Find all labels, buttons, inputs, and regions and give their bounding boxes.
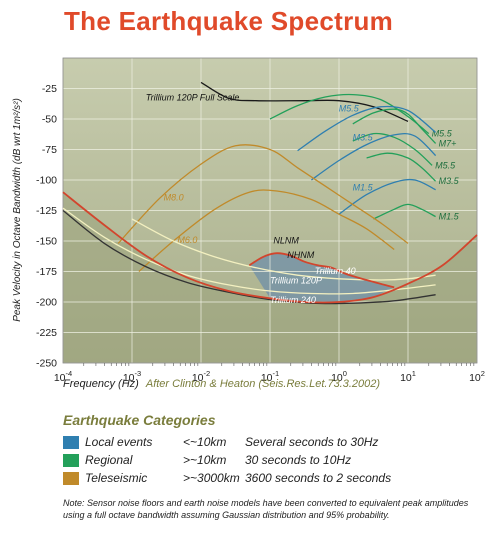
series-line-m5-5-3 [352, 132, 433, 166]
category-distance: >~10km [183, 453, 227, 467]
x-tick-label: 101 [400, 369, 416, 384]
annotation-1: NLNM [273, 235, 299, 245]
y-tick-label: -250 [36, 358, 57, 370]
x-tick-label: 10-4 [54, 369, 72, 384]
y-tick-label: -200 [36, 297, 57, 309]
category-name: Teleseismic [85, 471, 148, 485]
annotation-5: Trillium 240 [270, 295, 316, 305]
x-tick-label: 10-3 [123, 369, 141, 384]
series-label-m6-0-10: M6.0 [177, 235, 197, 245]
y-tick-label: -225 [36, 327, 57, 339]
series-label-m1-5-8: M1.5 [353, 183, 374, 193]
series-line-trillium-40-11 [131, 218, 436, 281]
below-noise-area [63, 192, 477, 363]
category-name: Regional [85, 453, 133, 467]
series-line-m1-5-8 [338, 178, 436, 215]
series-label-m7-2: M7+ [439, 138, 457, 148]
series-line-m3-5-7 [311, 132, 437, 181]
series-label-m5-5-3: M5.5 [435, 160, 456, 170]
series-line-m5-5-6 [297, 105, 437, 152]
series-group: M5.5M7+M5.5M3.5M1.5M5.5M3.5M1.5M8.0M6.0T… [62, 81, 478, 305]
category-duration: Several seconds to 30Hz [245, 435, 379, 449]
frequency-label: Frequency (Hz) After Clinton & Heaton (S… [63, 378, 380, 390]
series-line-m7-2 [352, 108, 437, 144]
series-line-nhnm-15 [248, 252, 395, 289]
local-events-swatch [63, 436, 79, 449]
series-line-trillium-120p-12 [62, 207, 436, 295]
category-distance: <~10km [183, 435, 227, 449]
y-tick-label: -175 [36, 266, 57, 278]
series-line-m6-0-10 [138, 189, 395, 272]
category-duration: 3600 seconds to 2 seconds [245, 471, 392, 485]
series-line-trillium-120p-full-scale-0 [200, 81, 409, 122]
regional-swatch [63, 454, 79, 467]
y-tick-label: -125 [36, 205, 57, 217]
teleseismic-swatch [63, 472, 79, 485]
series-label-m5-5-6: M5.5 [339, 103, 360, 113]
y-tick-label: -100 [36, 175, 57, 187]
series-line-nlnm-14 [62, 191, 478, 304]
x-axis-label: Frequency (Hz) [63, 378, 139, 390]
y-tick-label: -50 [42, 114, 57, 126]
series-line-m1-5-5 [373, 203, 436, 220]
x-tick-label: 102 [469, 369, 485, 384]
annotation-0: Trillium 120P Full Scale [146, 93, 240, 103]
earthquake-spectrum-chart: M5.5M7+M5.5M3.5M1.5M5.5M3.5M1.5M8.0M6.0T… [12, 57, 485, 384]
annotation-3: Trillium 40 [315, 266, 356, 276]
footnote: Note: Sensor noise floors and earth nois… [63, 498, 469, 520]
chart-title: The Earthquake Spectrum [64, 6, 394, 36]
y-axis-label: Peak Velocity in Octave Bandwidth (dB wr… [12, 98, 23, 322]
annotation-2: NHNM [287, 250, 314, 260]
series-line-m8-0-9 [117, 144, 409, 244]
series-label-m3-5-7: M3.5 [353, 133, 374, 143]
y-tick-label: -75 [42, 144, 57, 156]
series-line-trillium-240-13 [62, 209, 436, 305]
series-line-m5-5-1 [269, 93, 430, 135]
x-tick-label: 10-1 [261, 369, 279, 384]
y-tick-label: -25 [42, 83, 57, 95]
x-axis: 10-4 10-3 10-2 10-1 100 101 102 [54, 363, 485, 384]
category-name: Local events [85, 435, 153, 449]
x-tick-label: 100 [331, 369, 347, 384]
y-axis: -25 -50 -75 -100 -125 -150 -175 -200 -225 -250 [36, 83, 57, 370]
series-label-m5-5-1: M5.5 [432, 129, 453, 139]
grid [62, 57, 478, 364]
series-label-m3-5-4: M3.5 [439, 176, 460, 186]
series-label-m8-0-9: M8.0 [164, 192, 184, 202]
x-tick-label: 10-2 [192, 369, 210, 384]
category-duration: 30 seconds to 10Hz [245, 453, 352, 467]
credit-text: After Clinton & Heaton (Seis.Res.Let.73.… [145, 378, 381, 390]
series-label-m1-5-5: M1.5 [439, 212, 460, 222]
annotation-4: Trillium 120P [270, 276, 322, 286]
category-distance: >~3000km [183, 471, 240, 485]
series-line-m3-5-4 [366, 152, 437, 182]
categories-title: Earthquake Categories [63, 412, 216, 428]
y-tick-label: -150 [36, 236, 57, 248]
